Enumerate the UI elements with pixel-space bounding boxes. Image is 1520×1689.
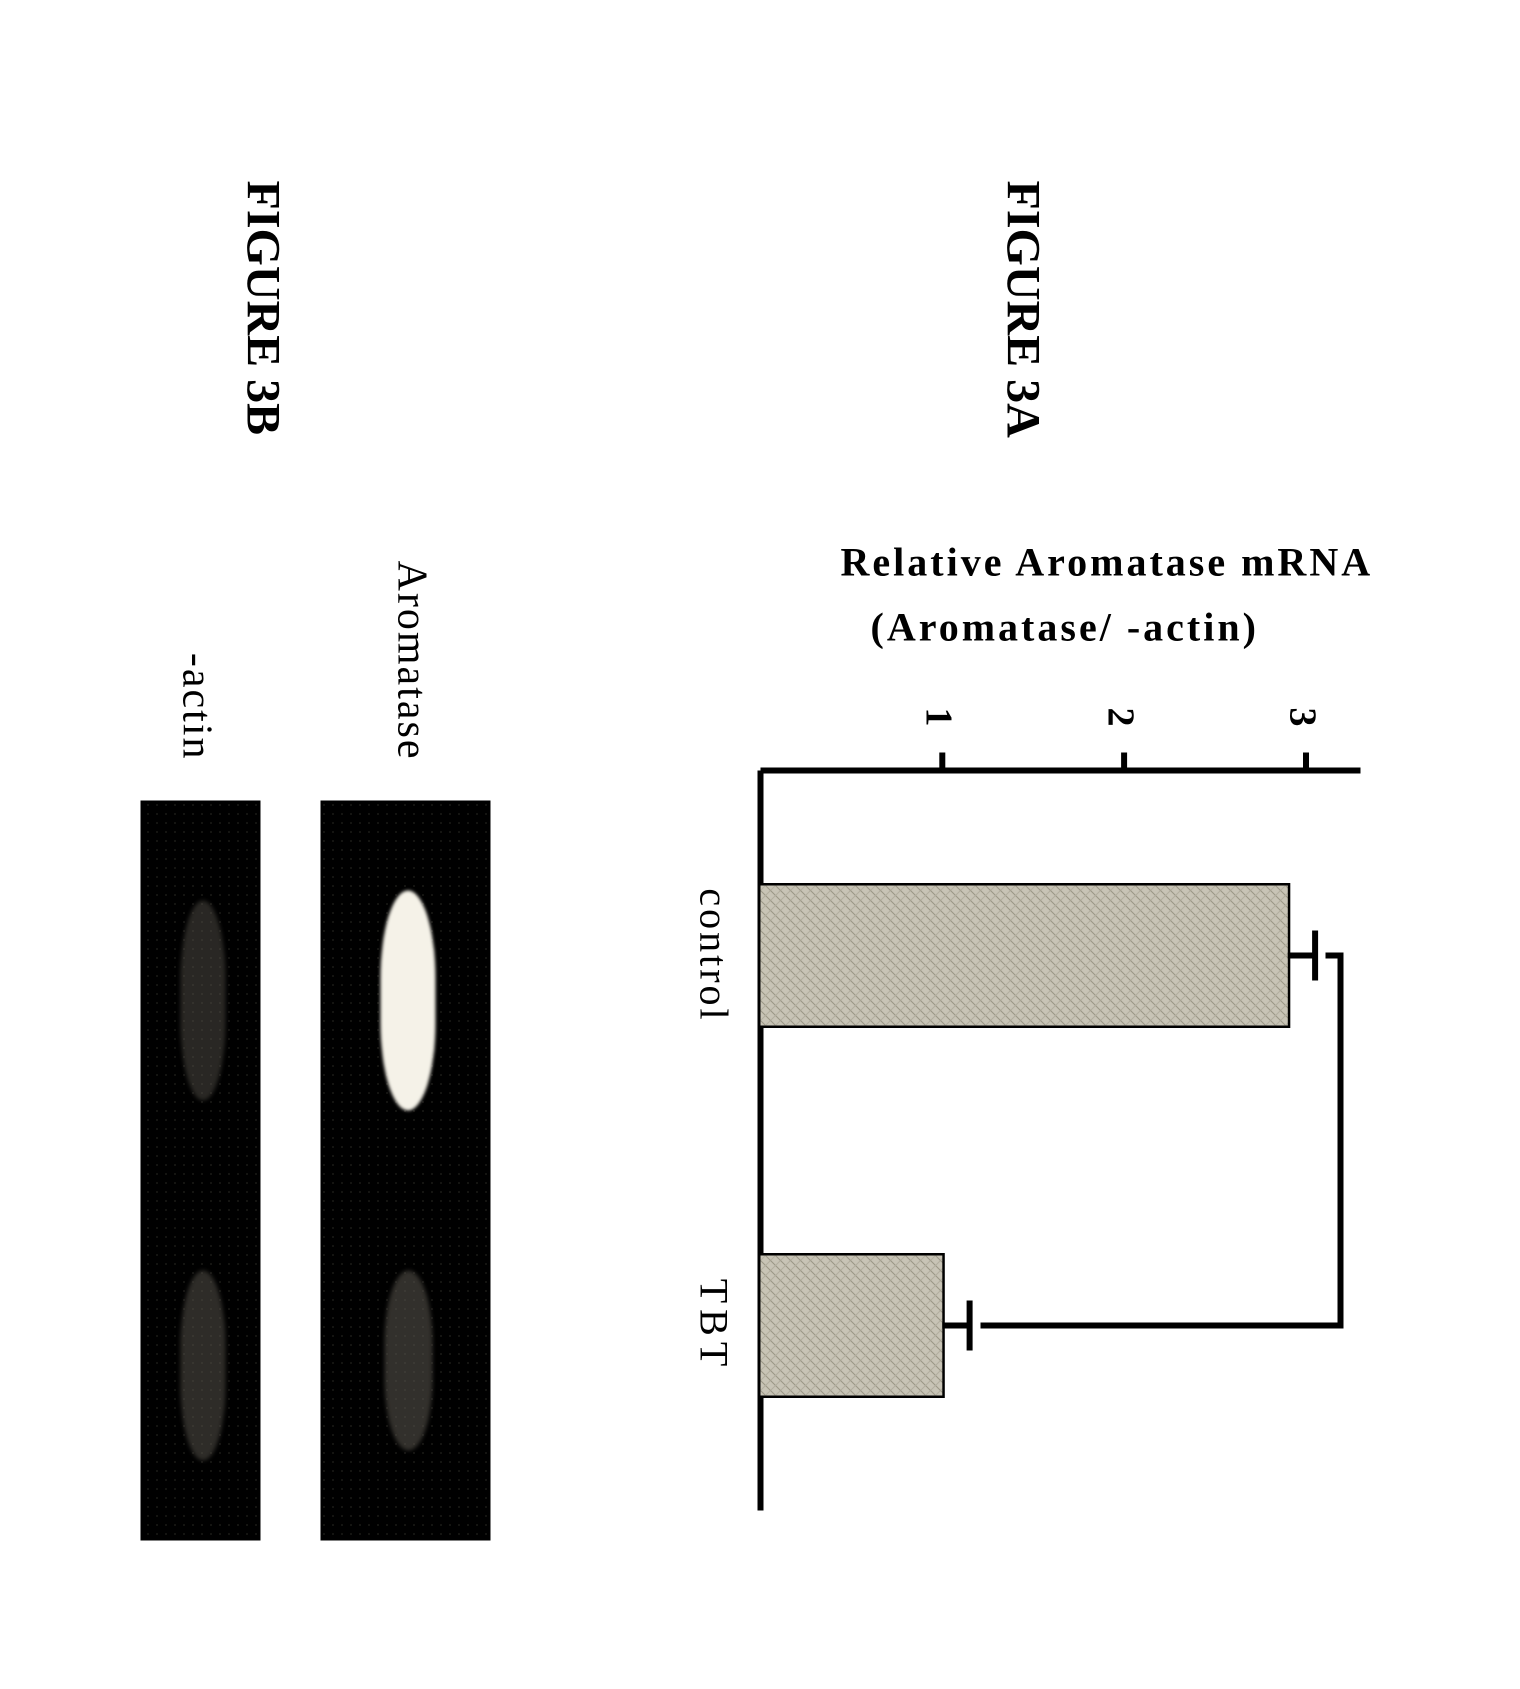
xlabel-tbt: TBT [691,1278,736,1372]
figure-b-label: FIGURE 3B [235,180,290,435]
gel-row-label-actin: -actin [172,560,220,760]
bar-control-texture [760,885,1287,1025]
y-tick-3: 3 [1281,707,1323,770]
gel-band-actin-control [180,900,225,1100]
y-axis-title-line2: (Aromatase/ -actin) [870,604,1258,649]
bar-tbt-texture [760,1255,942,1395]
page-content: FIGURE 3A Relative Aromatase mRNA (Aroma… [0,0,1520,1689]
gel-band-actin-tbt [180,1270,225,1460]
gel-band-aromatase-tbt [384,1270,432,1450]
y-tick-1: 1 [917,707,959,770]
svg-text:3: 3 [1281,707,1323,726]
y-axis-title-line1: Relative Aromatase mRNA [840,539,1373,584]
xlabel-control: control [691,888,736,1022]
svg-text:1: 1 [917,707,959,726]
svg-text:2: 2 [1099,707,1141,726]
gel-band-aromatase-control [380,890,435,1110]
figure-a-label: FIGURE 3A [995,180,1050,437]
gel-lane-aromatase [320,800,490,1540]
gel-lane-actin [140,800,260,1540]
figure-a-chart: Relative Aromatase mRNA (Aromatase/ -act… [620,520,1400,1570]
gel-row-label-aromatase: Aromatase [387,500,435,760]
bar-chart-svg: Relative Aromatase mRNA (Aromatase/ -act… [620,520,1400,1570]
y-tick-2: 2 [1099,707,1141,770]
